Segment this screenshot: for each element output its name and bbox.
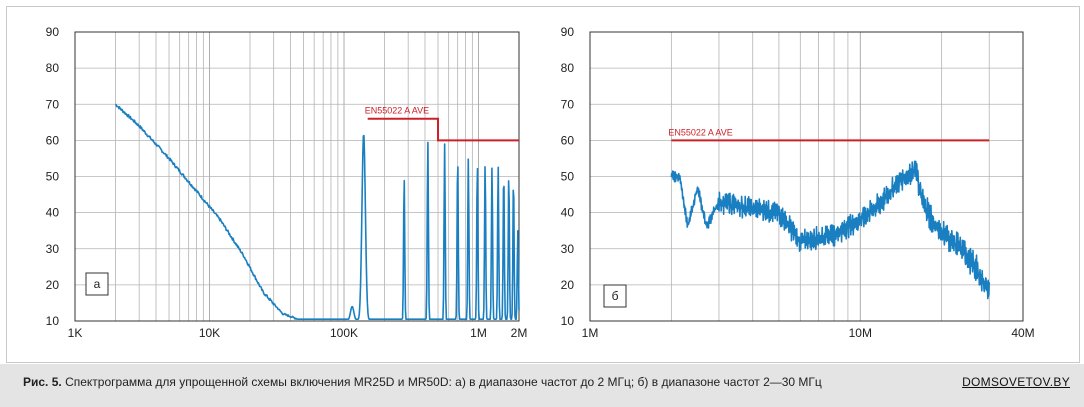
x-tick-label: 1M bbox=[582, 326, 599, 340]
limit-label: EN55022 A AVE bbox=[668, 127, 732, 137]
y-tick-label: 30 bbox=[46, 242, 60, 256]
emission-trace bbox=[670, 160, 991, 300]
x-tick-label: 10M bbox=[849, 326, 872, 340]
y-tick-label: 30 bbox=[561, 242, 575, 256]
y-tick-label: 80 bbox=[561, 61, 575, 75]
figure-caption-text: Спектрограмма для упрощенной схемы включ… bbox=[65, 375, 822, 389]
limit-label: EN55022 A AVE bbox=[365, 106, 429, 116]
caption-bar bbox=[0, 364, 1084, 407]
y-tick-label: 50 bbox=[46, 170, 60, 184]
panel-b-chart: 10 20 30 40 50 60 70 80 90 1M 10M 40M EN55022 A AVE б bbox=[561, 25, 1035, 340]
limit-line bbox=[367, 117, 519, 142]
site-link[interactable]: DOMSOVETOV.BY bbox=[962, 375, 1070, 389]
panel-a-chart: 10 20 30 40 50 60 70 80 90 1K 10K 100K 1M 2M EN55022 A… bbox=[46, 25, 528, 340]
y-tick-label: 40 bbox=[561, 206, 575, 220]
plot-frame bbox=[589, 31, 1024, 322]
y-tick-label: 20 bbox=[561, 278, 575, 292]
y-tick-label: 80 bbox=[46, 61, 60, 75]
x-tick-label: 2M bbox=[511, 326, 528, 340]
y-tick-label: 10 bbox=[561, 314, 575, 328]
y-tick-label: 50 bbox=[561, 170, 575, 184]
y-tick-label: 70 bbox=[46, 97, 60, 111]
y-tick-label: 60 bbox=[561, 133, 575, 147]
y-tick-label: 90 bbox=[46, 25, 60, 39]
x-tick-label: 1K bbox=[68, 326, 83, 340]
y-tick-label: 60 bbox=[46, 133, 60, 147]
panel-label-box bbox=[85, 272, 109, 296]
x-tick-label: 10K bbox=[199, 326, 220, 340]
x-tick-label: 40M bbox=[1011, 326, 1034, 340]
panel-label-box bbox=[603, 284, 627, 308]
figure-number: Рис. 5. bbox=[23, 375, 62, 389]
y-tick-label: 70 bbox=[561, 97, 575, 111]
figure-caption: Рис. 5. Спектрограмма для упрощенной схе… bbox=[23, 375, 822, 389]
panel-label: а bbox=[94, 277, 101, 291]
x-tick-label: 100K bbox=[330, 326, 358, 340]
y-tick-label: 20 bbox=[46, 278, 60, 292]
y-tick-label: 40 bbox=[46, 206, 60, 220]
panel-label: б bbox=[612, 289, 619, 303]
y-tick-label: 10 bbox=[46, 314, 60, 328]
plot-frame bbox=[74, 31, 520, 322]
emission-trace bbox=[115, 103, 520, 320]
x-tick-label: 1M bbox=[470, 326, 487, 340]
y-tick-label: 90 bbox=[561, 25, 575, 39]
